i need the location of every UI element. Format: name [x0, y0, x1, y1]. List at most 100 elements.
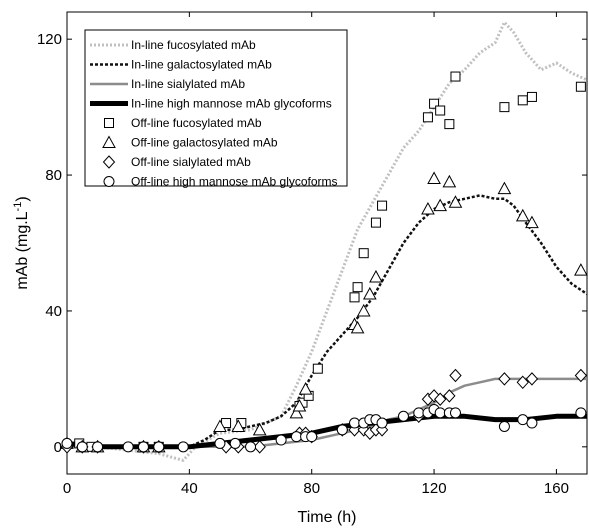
legend-label: In-line fucosylated mAb — [131, 38, 256, 52]
y-tick-label: 0 — [54, 439, 62, 456]
x-tick-label: 0 — [63, 480, 71, 497]
legend-marker — [102, 155, 116, 169]
x-tick-label: 80 — [303, 480, 320, 497]
marker-circle — [376, 417, 388, 429]
marker-triangle — [525, 215, 539, 229]
marker-circle — [177, 441, 189, 453]
marker-diamond — [574, 368, 588, 383]
legend-label: Off-line sialylated mAb — [131, 155, 251, 169]
x-tick-label: 40 — [181, 480, 198, 497]
legend-marker — [103, 176, 115, 187]
series-line-in-line-sialylated-mab — [67, 377, 587, 449]
marker-square — [435, 105, 446, 116]
marker-triangle — [350, 320, 365, 334]
marker-triangle — [298, 382, 313, 395]
y-tick-label: 40 — [45, 303, 62, 320]
marker-triangle — [369, 269, 383, 283]
marker-circle — [61, 437, 73, 449]
marker-square — [422, 112, 433, 123]
y-axis-label: mAb (mg.L-1) — [12, 196, 31, 289]
plot-frame — [66, 11, 588, 475]
marker-square — [370, 217, 381, 228]
marker-triangle — [574, 263, 588, 276]
marker-triangle — [421, 201, 435, 215]
marker-triangle — [292, 399, 307, 412]
marker-circle — [434, 407, 446, 419]
marker-circle — [137, 441, 149, 453]
marker-diamond — [443, 389, 456, 403]
marker-triangle — [231, 419, 246, 432]
marker-circle — [517, 414, 529, 426]
marker-circle — [336, 424, 348, 436]
marker-diamond — [525, 372, 539, 386]
marker-circle — [449, 407, 461, 419]
marker-triangle — [289, 405, 304, 419]
marker-square — [499, 102, 510, 113]
marker-square — [444, 119, 455, 130]
legend-label: Off-line galactosylated mAb — [131, 136, 278, 150]
y-tick-label: 80 — [45, 167, 62, 184]
marker-circle — [498, 420, 510, 432]
marker-triangle — [213, 419, 227, 432]
marker-circle — [306, 431, 318, 443]
marker-circle — [76, 441, 88, 453]
x-tick-label: 120 — [422, 480, 447, 497]
marker-diamond — [433, 392, 447, 407]
marker-circle — [214, 437, 226, 449]
y-axis-label-base: mAb (mg.L — [14, 211, 31, 289]
marker-triangle — [442, 174, 457, 188]
marker-triangle — [433, 198, 448, 212]
legend-label: In-line high mannose mAb glycoforms — [131, 97, 332, 111]
marker-triangle — [252, 422, 267, 436]
legend-label: Off-line fucosylated mAb — [131, 116, 262, 130]
marker-diamond — [253, 440, 266, 454]
series-markers — [60, 71, 588, 454]
marker-square — [450, 71, 461, 82]
legend-items: In-line fucosylated mAb In-line galactosy… — [90, 38, 338, 189]
marker-triangle — [497, 181, 512, 195]
marker-circle — [526, 417, 538, 429]
series-line-in-line-galactosylated-mab — [67, 194, 588, 449]
marker-circle — [122, 441, 134, 453]
legend-label: In-line sialylated mAb — [131, 77, 245, 91]
marker-square — [429, 98, 440, 109]
marker-circle — [349, 417, 361, 429]
marker-circle — [275, 434, 287, 446]
marker-square — [352, 282, 363, 293]
marker-circle — [245, 441, 257, 453]
legend-box — [84, 29, 348, 187]
series-line-in-line-fucosylated-mab — [67, 20, 588, 462]
marker-circle — [153, 441, 165, 453]
x-tick-label: 160 — [544, 480, 569, 497]
marker-diamond — [516, 375, 529, 390]
marker-triangle — [515, 208, 530, 222]
marker-triangle — [448, 195, 463, 208]
marker-circle — [413, 407, 425, 419]
marker-square — [526, 91, 537, 102]
legend-marker — [104, 118, 114, 128]
marker-square — [349, 292, 360, 303]
legend-marker — [102, 135, 116, 148]
marker-triangle — [356, 303, 371, 317]
legend: In-line fucosylated mAb In-line galactosy… — [84, 29, 348, 189]
marker-diamond — [498, 372, 511, 386]
y-axis-label-sup: -1 — [12, 202, 24, 212]
legend-label: In-line galactosylated mAb — [131, 58, 272, 72]
marker-square — [377, 200, 388, 211]
marker-circle — [92, 441, 104, 453]
x-axis-label: Time (h) — [298, 509, 357, 526]
marker-circle — [575, 407, 587, 419]
marker-triangle — [427, 171, 441, 184]
marker-square — [358, 248, 369, 259]
marker-square — [312, 363, 323, 374]
marker-circle — [397, 410, 409, 422]
marker-square — [575, 81, 586, 92]
marker-triangle — [362, 286, 377, 300]
y-axis-label-end: ) — [14, 196, 31, 201]
y-tick-label: 120 — [37, 31, 62, 48]
legend-label: Off-line high mannose mAb glycoforms — [131, 175, 338, 189]
marker-circle — [229, 437, 241, 449]
marker-square — [517, 95, 528, 106]
ticks: 0 40 80 120 160 0 40 80 120 — [37, 12, 587, 497]
